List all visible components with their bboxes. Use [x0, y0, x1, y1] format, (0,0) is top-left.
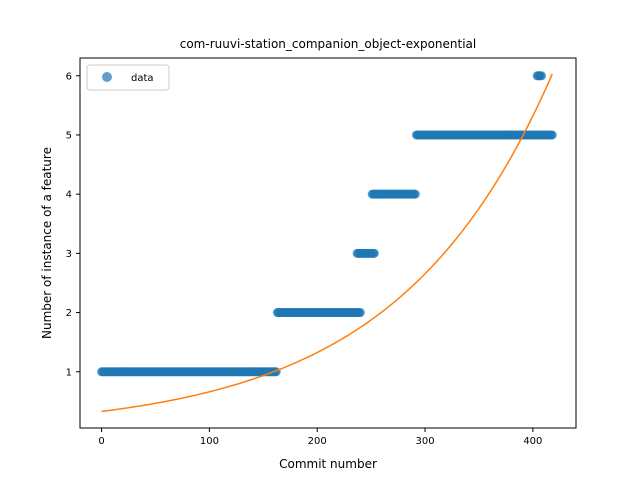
y-tick-label: 2: [66, 308, 72, 319]
y-tick-label: 1: [66, 367, 72, 378]
x-tick-label: 0: [98, 436, 104, 447]
data-point: [411, 190, 420, 199]
x-tick-label: 300: [415, 436, 434, 447]
chart-title: com-ruuvi-station_companion_object-expon…: [180, 37, 477, 51]
legend-marker: [102, 72, 112, 82]
legend-box: [87, 65, 169, 90]
x-tick-label: 400: [523, 436, 542, 447]
y-axis-title: Number of instance of a feature: [40, 147, 54, 339]
legend-label: data: [131, 73, 154, 84]
y-tick-label: 5: [66, 130, 72, 141]
x-tick-label: 200: [308, 436, 327, 447]
legend: data: [87, 65, 169, 90]
x-tick-label: 100: [200, 436, 219, 447]
data-point: [548, 130, 557, 139]
y-tick-label: 6: [66, 71, 72, 82]
data-point: [370, 249, 379, 258]
y-tick-label: 4: [66, 190, 72, 201]
y-tick-label: 3: [66, 249, 72, 260]
x-axis-title: Commit number: [279, 457, 377, 471]
data-point: [537, 71, 546, 80]
data-point: [356, 308, 365, 317]
